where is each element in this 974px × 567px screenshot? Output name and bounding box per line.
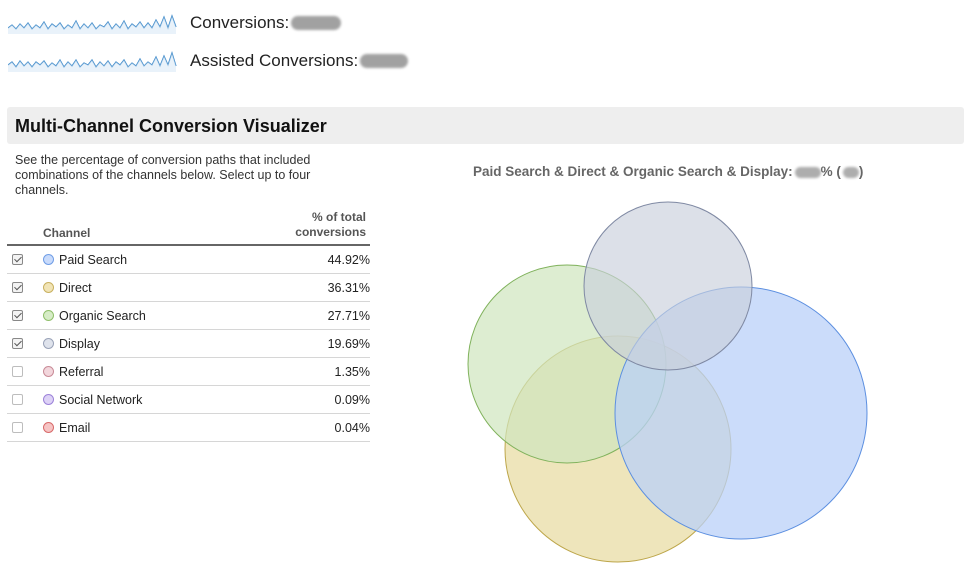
channel-name-cell: Paid Search xyxy=(43,245,246,274)
channel-color-swatch xyxy=(43,253,54,265)
channel-row[interactable]: Organic Search 27.71% xyxy=(7,301,370,330)
channel-column-header: Channel xyxy=(43,206,246,246)
pct-column-header: % of total conversions xyxy=(246,206,370,246)
channel-checkbox[interactable] xyxy=(12,337,23,349)
channel-name: Paid Search xyxy=(59,252,128,267)
venn-circle-display[interactable] xyxy=(583,201,753,371)
venn-diagram[interactable] xyxy=(440,190,880,567)
channel-checkbox[interactable] xyxy=(12,309,23,321)
channel-table-header: Channel % of total conversions xyxy=(7,206,370,246)
visualizer-description: See the percentage of conversion paths t… xyxy=(15,153,311,197)
channel-checkbox-cell xyxy=(7,301,43,330)
checkbox-column-header xyxy=(7,206,43,246)
channel-checkbox[interactable] xyxy=(12,281,23,293)
channel-name-cell: Organic Search xyxy=(43,301,246,330)
channel-checkbox[interactable] xyxy=(12,421,23,433)
channel-pct: 0.04% xyxy=(246,413,370,442)
channel-row[interactable]: Display 19.69% xyxy=(7,329,370,358)
channel-name: Email xyxy=(59,420,91,435)
venn-pct-redacted xyxy=(794,166,821,178)
channel-pct: 0.09% xyxy=(246,385,370,414)
channel-checkbox[interactable] xyxy=(12,393,23,405)
channel-checkbox-cell xyxy=(7,413,43,442)
assisted-conversions-value-redacted xyxy=(360,54,409,68)
channel-checkbox-cell xyxy=(7,357,43,386)
visualizer-title: Multi-Channel Conversion Visualizer xyxy=(15,116,327,136)
channel-pct: 27.71% xyxy=(246,301,370,330)
channel-row[interactable]: Email 0.04% xyxy=(7,413,370,442)
channel-name: Referral xyxy=(59,364,104,379)
channel-pct: 44.92% xyxy=(246,245,370,274)
channel-checkbox[interactable] xyxy=(12,365,23,377)
assisted-conversions-sparkline xyxy=(8,51,177,72)
channel-pct: 1.35% xyxy=(246,357,370,386)
channel-row[interactable]: Referral 1.35% xyxy=(7,357,370,386)
channel-name: Social Network xyxy=(59,392,143,407)
venn-label-pct-suffix: % ( xyxy=(820,164,841,179)
channel-row[interactable]: Social Network 0.09% xyxy=(7,385,370,414)
channel-name-cell: Social Network xyxy=(43,385,246,414)
visualizer-header: Multi-Channel Conversion Visualizer xyxy=(7,107,964,144)
channel-color-swatch xyxy=(43,393,54,405)
channel-name-cell: Display xyxy=(43,329,246,358)
channel-color-swatch xyxy=(43,281,54,293)
channel-name-cell: Email xyxy=(43,413,246,442)
channel-checkbox[interactable] xyxy=(12,253,23,265)
channel-name: Organic Search xyxy=(59,308,146,323)
channel-checkbox-cell xyxy=(7,273,43,302)
channel-name: Display xyxy=(59,336,100,351)
conversions-value-redacted xyxy=(291,16,342,30)
channel-pct: 19.69% xyxy=(246,329,370,358)
channel-name-cell: Referral xyxy=(43,357,246,386)
channel-checkbox-cell xyxy=(7,385,43,414)
assisted-conversions-label: Assisted Conversions: xyxy=(190,51,359,70)
channel-color-swatch xyxy=(43,309,54,321)
channel-row[interactable]: Paid Search 44.92% xyxy=(7,245,370,274)
channel-color-swatch xyxy=(43,365,54,377)
channel-pct: 36.31% xyxy=(246,273,370,302)
channel-name-cell: Direct xyxy=(43,273,246,302)
venn-count-redacted xyxy=(842,166,859,178)
channel-checkbox-cell xyxy=(7,245,43,274)
conversions-metric: Conversions: xyxy=(8,10,342,36)
venn-label-prefix: Paid Search & Direct & Organic Search & … xyxy=(473,164,793,179)
channel-row[interactable]: Direct 36.31% xyxy=(7,273,370,302)
channel-color-swatch xyxy=(43,337,54,349)
channel-checkbox-cell xyxy=(7,329,43,358)
conversions-sparkline xyxy=(8,14,177,34)
channel-name: Direct xyxy=(59,280,92,295)
conversions-label: Conversions: xyxy=(190,13,290,32)
assisted-conversions-metric: Assisted Conversions: xyxy=(8,48,409,74)
channel-table: Channel % of total conversions Paid Sear… xyxy=(7,206,370,442)
channel-color-swatch xyxy=(43,421,54,433)
venn-selection-label: Paid Search & Direct & Organic Search & … xyxy=(473,164,863,179)
channel-table-body: Paid Search 44.92% Direct 36.31% Organic Sea… xyxy=(7,245,370,442)
venn-label-close: ) xyxy=(858,164,864,179)
